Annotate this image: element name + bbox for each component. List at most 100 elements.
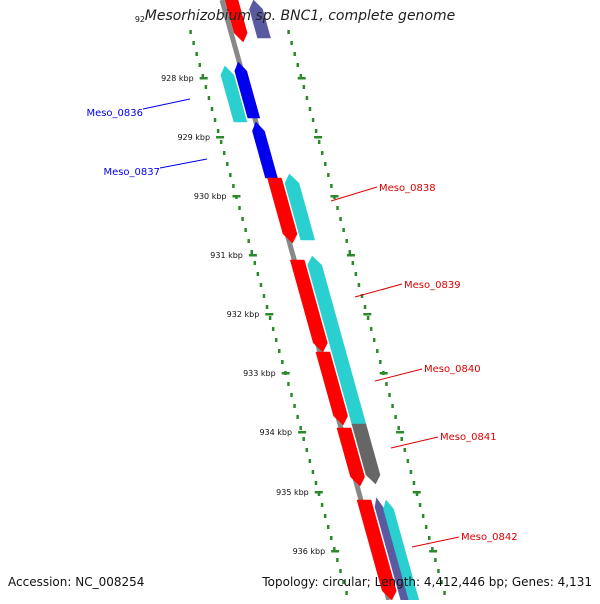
left-guide-dot: [305, 448, 309, 452]
gene-leader-line: [390, 436, 439, 449]
gene-label-meso-0839[interactable]: Meso_0839: [404, 280, 461, 291]
cds-cyan[interactable]: [284, 173, 316, 241]
kbp-tick-mark: [265, 313, 274, 316]
cds-cyan[interactable]: [220, 65, 248, 123]
left-guide-dot: [195, 52, 198, 56]
kbp-tick-label: 933 kbp: [243, 369, 276, 378]
kbp-tick-label: 934 kbp: [259, 428, 292, 437]
cds-gray[interactable]: [351, 423, 381, 485]
cds-red[interactable]: [224, 0, 248, 43]
right-guide-dot: [440, 580, 443, 584]
kbp-tick-mark: [331, 550, 340, 553]
right-guide-dot: [363, 305, 367, 309]
gene-label-meso-0838[interactable]: Meso_0838: [379, 183, 436, 194]
cds-blue[interactable]: [252, 121, 278, 179]
right-guide-dot: [415, 492, 419, 496]
right-guide-dot: [336, 206, 339, 210]
right-guide-dot: [418, 503, 422, 507]
cds-red[interactable]: [336, 427, 365, 487]
left-guide-dot: [250, 250, 253, 254]
left-guide-dot: [336, 558, 339, 562]
kbp-tick-mark-right: [412, 491, 421, 494]
left-guide-dot: [256, 272, 260, 276]
gene-label-meso-0836[interactable]: Meso_0836: [86, 108, 143, 119]
right-guide-dot: [296, 63, 300, 67]
right-guide-dot: [339, 217, 342, 221]
kbp-tick-label: 928 kbp: [161, 74, 194, 83]
kbp-tick-mark: [298, 431, 307, 434]
kbp-tick-label: 929 kbp: [177, 133, 210, 142]
right-guide-dot: [327, 173, 330, 177]
genome-summary: Topology: circular; Length: 4,412,446 bp…: [262, 575, 592, 589]
right-guide-dot: [314, 129, 318, 133]
kbp-tick-mark: [199, 77, 208, 80]
left-guide-dot: [244, 228, 247, 232]
genome-title: Mesorhizobium sp. BNC1, complete genome: [144, 8, 456, 24]
gene-label-meso-0841[interactable]: Meso_0841: [440, 432, 497, 443]
kbp-tick-mark-right: [396, 431, 405, 434]
kbp-tick-label-partial: 92: [135, 15, 145, 24]
left-guide-dot: [339, 569, 342, 573]
left-guide-dot: [268, 316, 272, 320]
right-guide-dot: [287, 30, 290, 34]
right-guide-dot: [431, 547, 434, 551]
right-guide-dot: [342, 228, 345, 232]
left-guide-dot: [201, 74, 205, 78]
right-guide-dot: [379, 360, 382, 364]
left-guide-dot: [213, 118, 217, 122]
right-guide-dot: [388, 393, 391, 397]
right-guide-dot: [302, 85, 306, 89]
left-guide-dot: [299, 426, 302, 430]
kbp-tick-mark-right: [314, 136, 323, 139]
gene-leader-line: [330, 186, 378, 202]
gene-label-meso-0837[interactable]: Meso_0837: [103, 167, 160, 178]
cds-blue[interactable]: [234, 61, 261, 119]
left-guide-dot: [274, 338, 278, 342]
right-guide-dot: [366, 316, 370, 320]
left-guide-dot: [253, 261, 257, 265]
left-guide-dot: [302, 437, 305, 441]
kbp-tick-mark: [248, 254, 257, 257]
left-guide-dot: [326, 525, 330, 529]
kbp-tick-mark: [281, 372, 290, 375]
right-guide-dot: [428, 536, 431, 540]
left-guide-dot: [290, 393, 293, 397]
left-guide-dot: [241, 217, 244, 221]
right-guide-dot: [424, 525, 428, 529]
cds-slate[interactable]: [249, 0, 271, 39]
left-guide-dot: [323, 514, 327, 518]
left-guide-dot: [317, 492, 321, 496]
right-guide-dot: [351, 261, 355, 265]
right-guide-dot: [299, 74, 303, 78]
gene-label-meso-0840[interactable]: Meso_0840: [424, 364, 481, 375]
kbp-tick-label: 936 kbp: [293, 547, 326, 556]
gene-label-meso-0842[interactable]: Meso_0842: [461, 532, 518, 543]
right-guide-dot: [406, 459, 410, 463]
left-guide-dot: [342, 580, 345, 584]
gene-leader-line: [159, 158, 208, 169]
cds-red[interactable]: [289, 259, 328, 353]
kbp-tick-mark-right: [330, 195, 339, 198]
right-guide-dot: [320, 151, 324, 155]
kbp-tick-mark: [232, 195, 241, 198]
left-guide-dot: [259, 283, 263, 287]
right-guide-dot: [376, 349, 379, 353]
left-guide-dot: [271, 327, 275, 331]
left-guide-dot: [262, 294, 266, 298]
cds-red[interactable]: [356, 499, 397, 601]
left-guide-dot: [278, 349, 281, 353]
left-guide-dot: [308, 459, 312, 463]
left-guide-dot: [207, 96, 211, 100]
gene-leader-line: [354, 283, 403, 298]
right-guide-dot: [311, 118, 315, 122]
cds-red[interactable]: [267, 177, 298, 244]
right-guide-dot: [357, 283, 361, 287]
cds-red[interactable]: [315, 351, 348, 426]
right-guide-dot: [360, 294, 364, 298]
right-guide-dot: [345, 239, 348, 243]
kbp-tick-mark: [216, 136, 225, 139]
right-guide-dot: [391, 404, 394, 408]
left-guide-dot: [219, 140, 223, 144]
left-guide-dot: [226, 162, 229, 166]
left-guide-dot: [281, 360, 284, 364]
